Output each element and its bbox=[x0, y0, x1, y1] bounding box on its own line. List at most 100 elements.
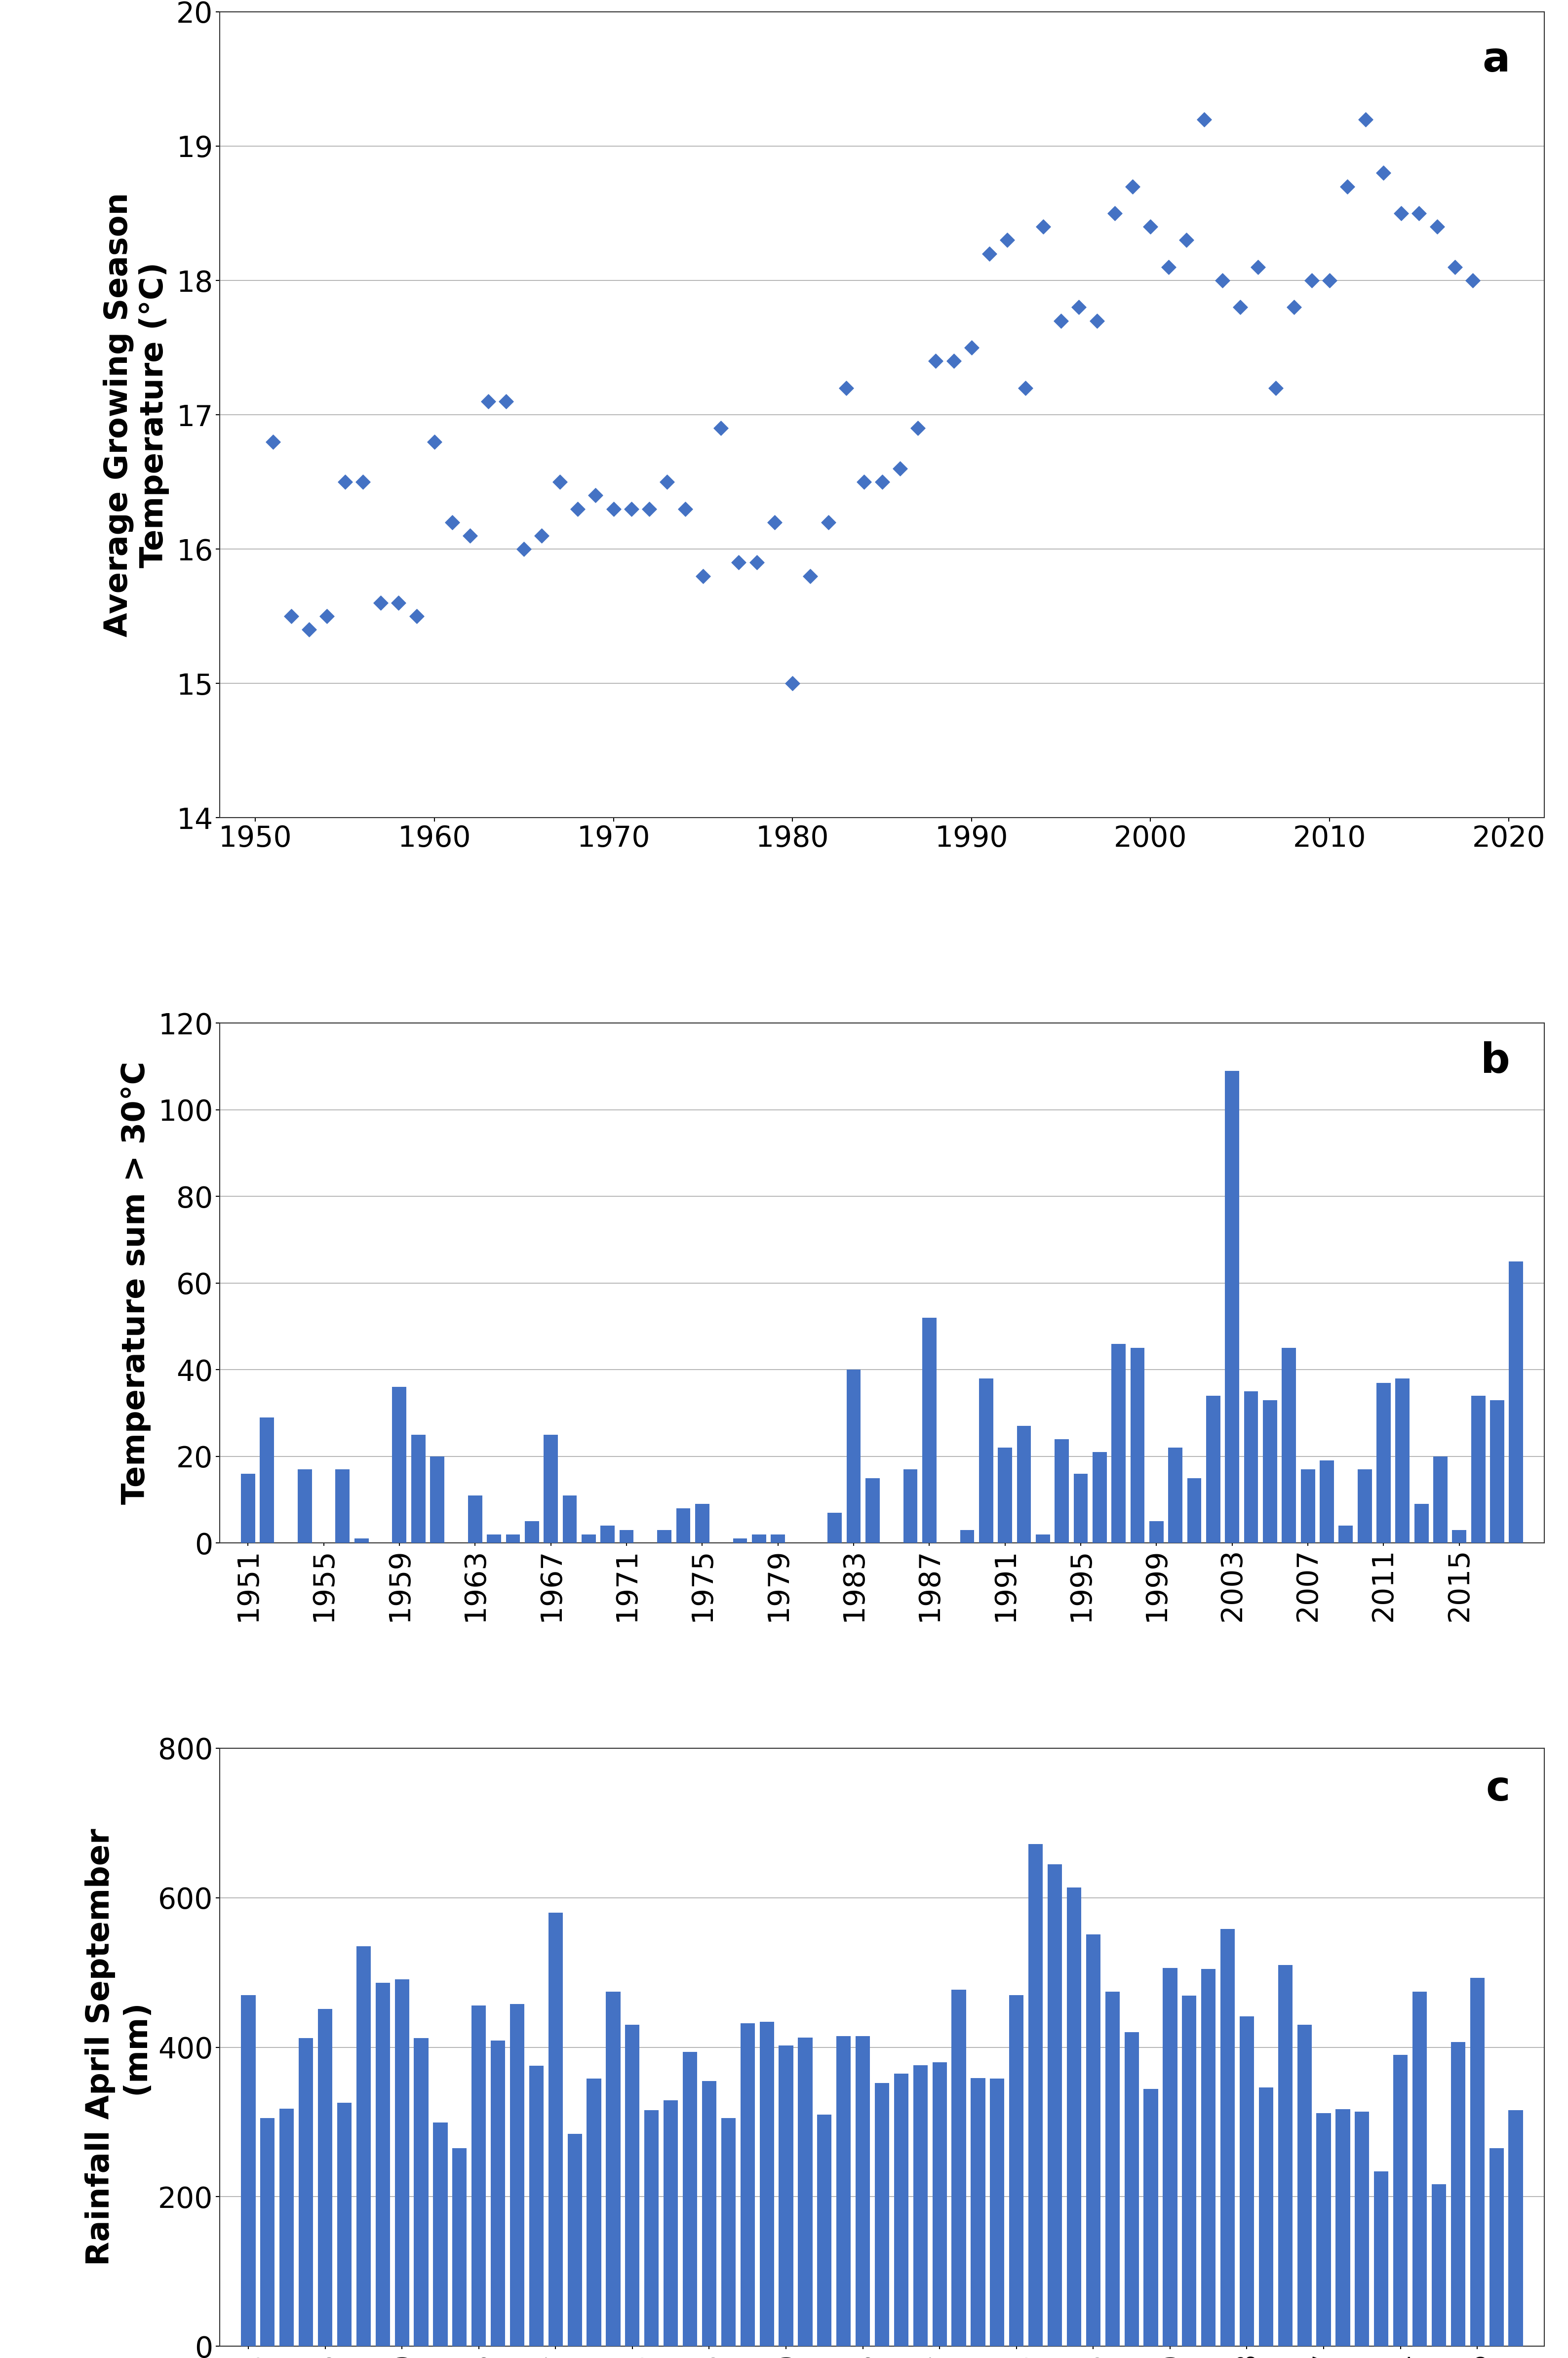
Bar bbox=[1433, 1457, 1447, 1542]
Bar bbox=[1168, 1448, 1182, 1542]
Bar bbox=[759, 2021, 775, 2346]
Bar bbox=[1018, 1427, 1032, 1542]
Bar bbox=[1163, 1969, 1178, 2346]
Bar bbox=[828, 1514, 842, 1542]
Bar bbox=[798, 2037, 812, 2346]
Bar bbox=[582, 1535, 596, 1542]
Bar bbox=[1010, 1995, 1024, 2346]
Point bbox=[1102, 193, 1127, 231]
Point bbox=[779, 665, 804, 703]
Bar bbox=[644, 2110, 659, 2346]
Bar bbox=[1508, 1262, 1523, 1542]
Bar bbox=[601, 1526, 615, 1542]
Point bbox=[1066, 288, 1091, 325]
Bar bbox=[847, 1370, 861, 1542]
Point bbox=[994, 222, 1019, 259]
Bar bbox=[506, 1535, 521, 1542]
Bar bbox=[241, 1474, 256, 1542]
Bar bbox=[1036, 1535, 1051, 1542]
Point bbox=[386, 585, 411, 623]
Bar bbox=[1182, 1995, 1196, 2346]
Point bbox=[1245, 248, 1270, 285]
Y-axis label: Temperature sum > 30°C: Temperature sum > 30°C bbox=[121, 1061, 151, 1504]
Point bbox=[690, 556, 715, 594]
Bar bbox=[903, 1469, 917, 1542]
Point bbox=[1013, 370, 1038, 408]
Bar bbox=[702, 2080, 717, 2346]
Bar bbox=[414, 2037, 428, 2346]
Point bbox=[422, 422, 447, 460]
Bar bbox=[549, 1912, 563, 2346]
Bar bbox=[392, 1387, 406, 1542]
Bar bbox=[922, 1318, 936, 1542]
Bar bbox=[467, 1495, 481, 1542]
Bar bbox=[1240, 2016, 1254, 2346]
Bar bbox=[318, 2009, 332, 2346]
Bar bbox=[836, 2035, 851, 2346]
Bar bbox=[605, 1993, 621, 2346]
Point bbox=[1370, 153, 1396, 191]
Point bbox=[869, 462, 894, 500]
Bar bbox=[1374, 2172, 1388, 2346]
Bar bbox=[354, 1540, 368, 1542]
Bar bbox=[663, 2101, 677, 2346]
Bar bbox=[1124, 2033, 1138, 2346]
Bar bbox=[241, 1995, 256, 2346]
Bar bbox=[1029, 1844, 1043, 2346]
Point bbox=[494, 382, 519, 420]
Bar bbox=[544, 1434, 558, 1542]
Bar bbox=[817, 2115, 831, 2346]
Bar bbox=[894, 2073, 908, 2346]
Bar bbox=[866, 1478, 880, 1542]
Point bbox=[1424, 208, 1449, 245]
Bar bbox=[1187, 1478, 1201, 1542]
Point bbox=[1281, 288, 1306, 325]
Bar bbox=[260, 1417, 274, 1542]
Bar bbox=[933, 2063, 947, 2346]
Point bbox=[547, 462, 572, 500]
Point bbox=[405, 597, 430, 634]
Bar bbox=[626, 2026, 640, 2346]
Point bbox=[1334, 167, 1359, 205]
Bar bbox=[1377, 1382, 1391, 1542]
Bar bbox=[1508, 2110, 1523, 2346]
Bar bbox=[682, 2051, 698, 2346]
Bar bbox=[298, 1469, 312, 1542]
Point bbox=[1192, 101, 1217, 139]
Point bbox=[530, 516, 555, 554]
Bar bbox=[376, 1983, 390, 2346]
Text: b: b bbox=[1480, 1042, 1510, 1082]
Point bbox=[941, 342, 966, 380]
Bar bbox=[433, 2122, 447, 2346]
Point bbox=[619, 490, 644, 528]
Bar bbox=[525, 1521, 539, 1542]
Bar bbox=[732, 1540, 746, 1542]
Bar bbox=[1066, 1886, 1082, 2346]
Point bbox=[1174, 222, 1200, 259]
Bar bbox=[1149, 1521, 1163, 1542]
Bar bbox=[856, 2035, 870, 2346]
Point bbox=[1049, 302, 1074, 340]
Point bbox=[332, 462, 358, 500]
Point bbox=[1317, 262, 1342, 299]
Bar bbox=[1087, 1934, 1101, 2346]
Point bbox=[654, 462, 679, 500]
Point bbox=[709, 410, 734, 448]
Point bbox=[726, 545, 751, 582]
Bar bbox=[875, 2082, 889, 2346]
Bar bbox=[1490, 2148, 1504, 2346]
Bar bbox=[1074, 1474, 1088, 1542]
Bar bbox=[1339, 1526, 1353, 1542]
Bar bbox=[411, 1434, 425, 1542]
Bar bbox=[337, 2103, 351, 2346]
Point bbox=[1030, 208, 1055, 245]
Bar bbox=[1358, 1469, 1372, 1542]
Bar bbox=[1105, 1993, 1120, 2346]
Point bbox=[851, 462, 877, 500]
Bar bbox=[740, 2023, 754, 2346]
Text: c: c bbox=[1485, 1768, 1510, 1809]
Bar bbox=[1093, 1453, 1107, 1542]
Bar bbox=[1131, 1349, 1145, 1542]
Bar bbox=[528, 2066, 544, 2346]
Point bbox=[1300, 262, 1325, 299]
